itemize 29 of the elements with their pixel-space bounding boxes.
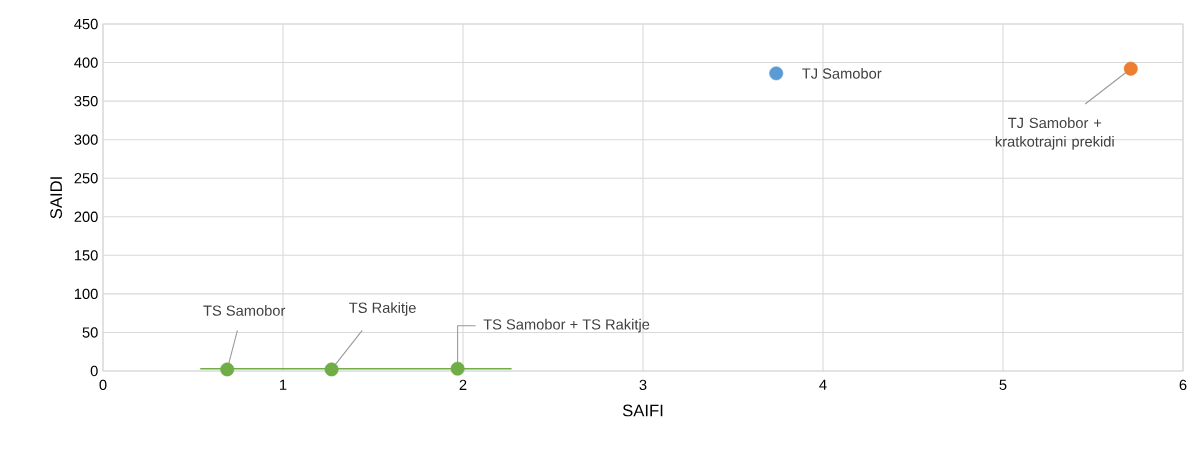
y-tick-label: 450 bbox=[74, 18, 98, 30]
x-tick-label: 3 bbox=[639, 379, 647, 391]
x-tick-label: 4 bbox=[819, 379, 827, 390]
y-tick-label: 100 bbox=[74, 288, 98, 300]
y-tick-label: 250 bbox=[74, 173, 98, 184]
point bbox=[769, 66, 784, 81]
x-tick-label: 2 bbox=[459, 379, 467, 390]
x-tick-label: 5 bbox=[999, 379, 1007, 390]
x-tick-label: 6 bbox=[1179, 379, 1187, 391]
y-tick-label: 350 bbox=[74, 95, 98, 107]
annotation: TS Samobor bbox=[203, 305, 286, 316]
y-tick-label: 200 bbox=[74, 211, 98, 222]
x-tick-label: 1 bbox=[280, 379, 287, 390]
point bbox=[450, 361, 465, 376]
y-tick-label: 150 bbox=[74, 250, 98, 261]
point bbox=[324, 362, 339, 377]
annotation: TJ Samobor + kratkotrajni prekidi bbox=[995, 117, 1114, 150]
annotation: TS Samobor + TS Rakitje bbox=[483, 318, 650, 333]
x-tick-label: 0 bbox=[99, 379, 107, 391]
y-tick-label: 300 bbox=[74, 134, 98, 145]
x-axis-title: SAIFI bbox=[622, 404, 663, 417]
point bbox=[220, 362, 235, 377]
y-tick-label: 400 bbox=[74, 57, 98, 68]
y-axis-title: SAIDI bbox=[50, 177, 63, 219]
point bbox=[1123, 61, 1138, 76]
annotation: TJ Samobor bbox=[802, 67, 882, 79]
y-tick-label: 0 bbox=[90, 365, 98, 377]
annotation: TS Rakitje bbox=[349, 302, 416, 316]
y-tick-label: 50 bbox=[82, 327, 98, 338]
